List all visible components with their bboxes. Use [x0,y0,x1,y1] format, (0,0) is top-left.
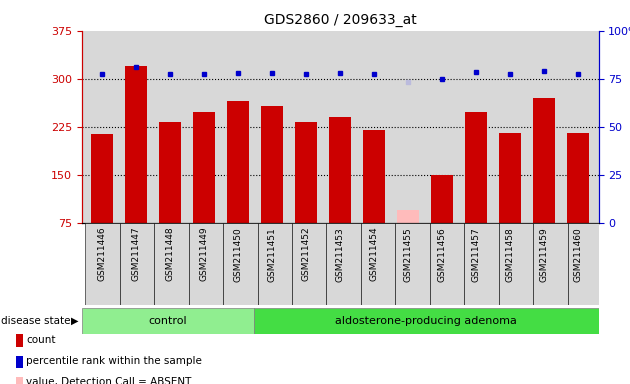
Text: GSM211449: GSM211449 [200,227,209,281]
Bar [431,175,453,223]
Text: GSM211450: GSM211450 [234,227,243,281]
Text: ▶: ▶ [71,316,79,326]
Bar [533,98,555,223]
Bar [533,223,568,305]
Text: aldosterone-producing adenoma: aldosterone-producing adenoma [335,316,517,326]
Bar [326,223,361,305]
Text: control: control [149,316,187,326]
Bar [567,133,589,223]
Bar [465,112,487,223]
Bar [227,101,249,223]
Text: GSM211451: GSM211451 [268,227,277,281]
Bar [568,223,602,305]
Text: GSM211457: GSM211457 [472,227,481,281]
Bar [125,66,147,223]
Bar [499,133,521,223]
Bar [159,122,181,223]
Bar [261,106,284,223]
Text: GSM211456: GSM211456 [438,227,447,281]
Bar [464,223,498,305]
Text: count: count [26,335,56,345]
Text: GSM211448: GSM211448 [166,227,175,281]
Text: GSM211458: GSM211458 [506,227,515,281]
Text: percentile rank within the sample: percentile rank within the sample [26,356,202,366]
Bar [295,122,318,223]
Text: value, Detection Call = ABSENT: value, Detection Call = ABSENT [26,377,192,384]
Text: GSM211454: GSM211454 [370,227,379,281]
Text: GSM211460: GSM211460 [573,227,583,281]
Bar [188,223,223,305]
Text: disease state: disease state [1,316,70,326]
Bar [120,223,154,305]
Bar [85,223,120,305]
Bar [254,308,598,334]
Text: GSM211455: GSM211455 [404,227,413,281]
Bar [223,223,258,305]
Bar [329,117,352,223]
Bar [498,223,533,305]
Bar [193,112,215,223]
Bar [430,223,464,305]
Bar [292,223,326,305]
Bar [154,223,188,305]
Bar [397,210,419,223]
Bar [91,134,113,223]
Text: GSM211447: GSM211447 [132,227,140,281]
Bar [258,223,292,305]
Text: GSM211452: GSM211452 [302,227,311,281]
Bar [395,223,430,305]
Text: GSM211453: GSM211453 [336,227,345,281]
Title: GDS2860 / 209633_at: GDS2860 / 209633_at [264,13,416,27]
Text: GSM211459: GSM211459 [540,227,549,281]
Bar [361,223,395,305]
Bar [82,308,254,334]
Text: GSM211446: GSM211446 [98,227,107,281]
Bar [363,130,385,223]
